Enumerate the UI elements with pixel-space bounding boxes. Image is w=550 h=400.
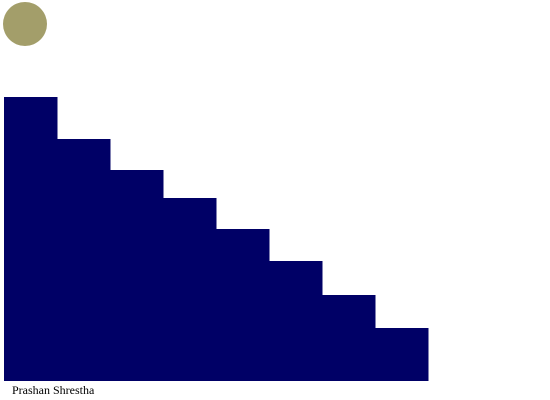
stair-step xyxy=(216,229,270,381)
stair-step xyxy=(163,198,217,381)
stair-step xyxy=(4,97,58,381)
olive-circle xyxy=(3,2,47,46)
stair-step xyxy=(375,328,429,381)
stair-step xyxy=(110,170,164,381)
author-caption: Prashan Shrestha xyxy=(12,383,95,397)
stair-step xyxy=(269,261,323,381)
staircase xyxy=(4,97,429,381)
stair-step xyxy=(57,139,111,381)
stair-step xyxy=(322,295,376,381)
